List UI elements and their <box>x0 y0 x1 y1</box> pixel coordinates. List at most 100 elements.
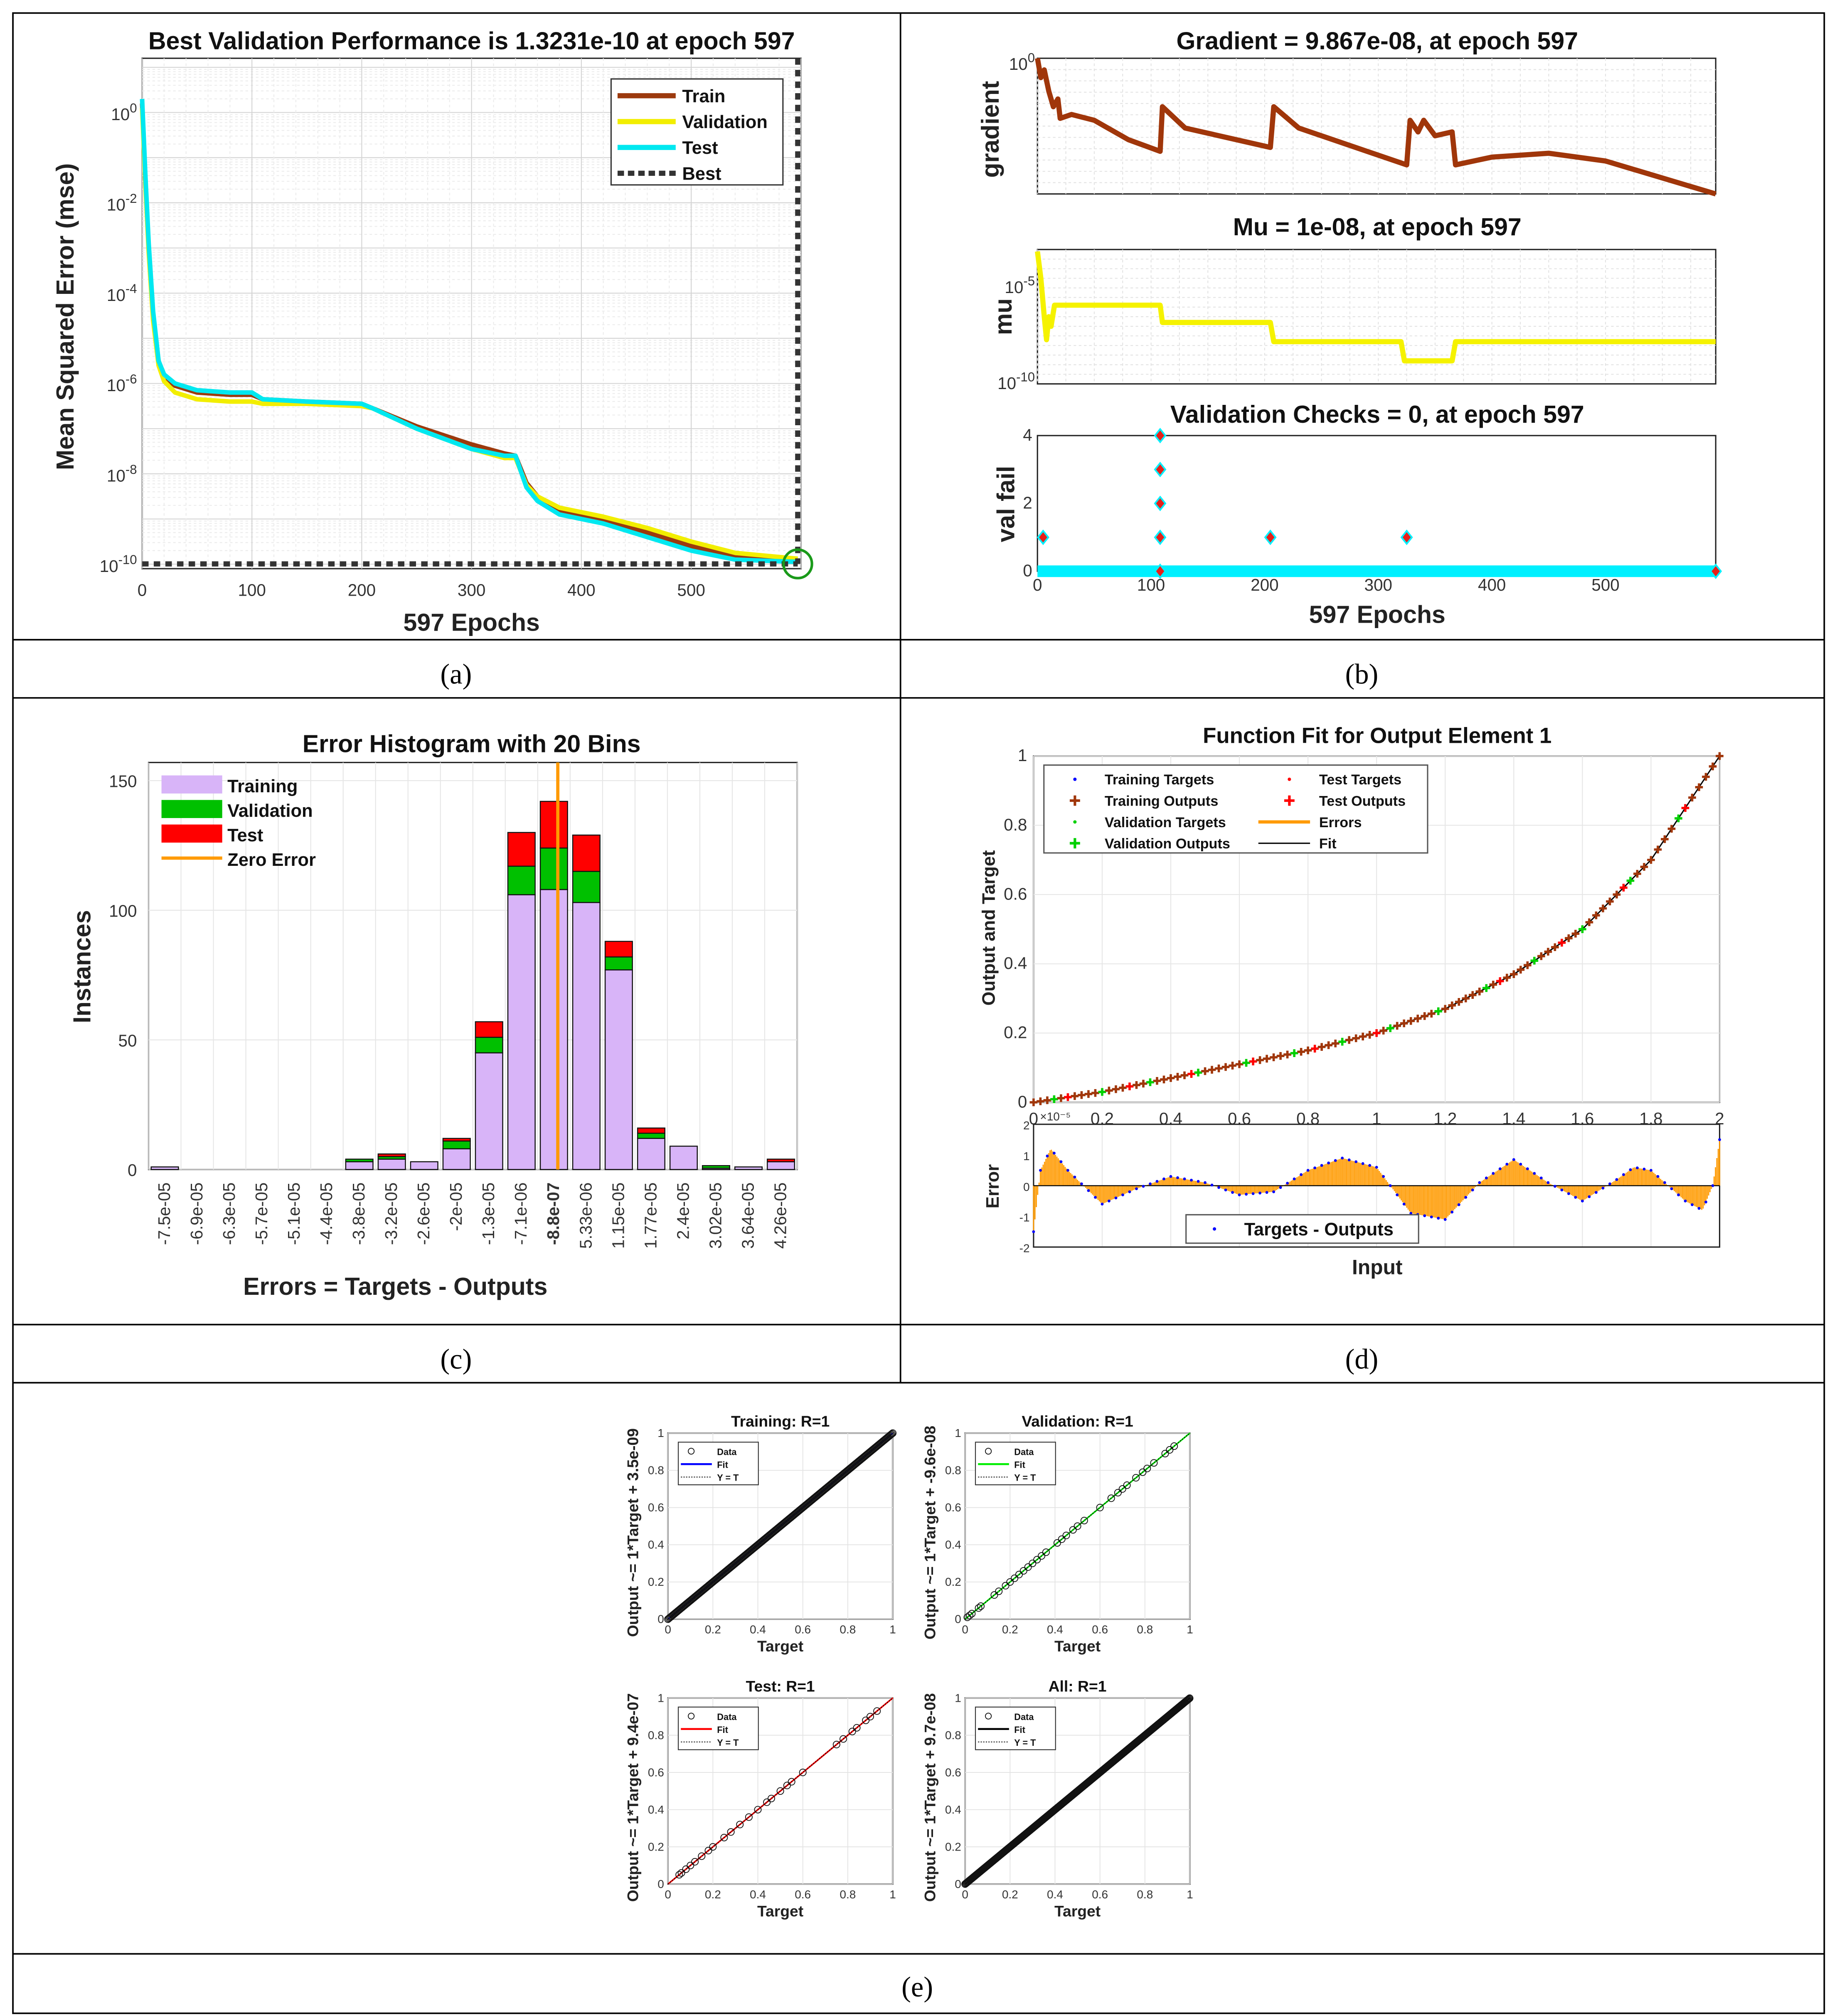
data-point <box>1069 1526 1077 1534</box>
output-marker <box>1290 1049 1298 1057</box>
data-point <box>995 1587 1003 1595</box>
histogram-bar-training <box>572 902 601 1170</box>
histogram-bar-training <box>475 1052 503 1170</box>
output-marker <box>1037 1097 1044 1105</box>
data-point <box>1096 1503 1104 1511</box>
error-point <box>1546 1181 1550 1184</box>
y-tick-label: 50 <box>118 1031 137 1050</box>
output-marker <box>1407 1017 1415 1025</box>
mu-plot-area <box>1037 249 1716 385</box>
output-marker <box>1215 1064 1223 1072</box>
y-tick-label: 0.6 <box>945 1501 961 1514</box>
error-point <box>1108 1199 1111 1203</box>
y-tick-label: 10-8 <box>107 462 137 486</box>
output-marker <box>1578 925 1586 933</box>
x-axis-label: Target <box>1054 1902 1101 1920</box>
data-point <box>1185 1695 1193 1703</box>
data-point <box>763 1798 771 1806</box>
y-tick-label: 10-4 <box>107 281 137 305</box>
x-tick-label: -2e-05 <box>446 1183 465 1231</box>
y-tick-label: 0 <box>955 1613 961 1626</box>
error-point <box>1457 1203 1460 1206</box>
output-marker <box>1331 1039 1340 1047</box>
error-point <box>1375 1166 1378 1169</box>
output-marker <box>1105 1087 1113 1094</box>
output-marker <box>1592 911 1600 919</box>
legend-label: Data <box>717 1712 737 1722</box>
histogram-bar-training <box>766 1161 795 1170</box>
data-point <box>1161 1449 1169 1457</box>
histogram-bar-training <box>345 1161 374 1170</box>
output-marker <box>1263 1055 1271 1063</box>
y-tick-label: 0.8 <box>945 1729 961 1742</box>
error-point <box>1155 1180 1159 1183</box>
x-tick-label: 0.8 <box>840 1623 856 1636</box>
x-tick-label: 0.2 <box>1002 1623 1018 1636</box>
error-point <box>1642 1168 1646 1171</box>
data-point <box>1029 1560 1037 1567</box>
x-tick-label: 0 <box>665 1888 671 1901</box>
y-tick-label: 0 <box>128 1161 137 1180</box>
data-point <box>1170 1442 1178 1450</box>
x-axis-label: Errors = Targets - Outputs <box>243 1273 547 1300</box>
output-marker <box>1359 1033 1367 1040</box>
y-tick-label: -2 <box>1019 1242 1030 1255</box>
error-point <box>1396 1193 1399 1197</box>
x-tick-label: 0.6 <box>795 1888 811 1901</box>
x-tick-label: 500 <box>677 580 705 599</box>
val-fail-y-label: val fail <box>992 466 1019 542</box>
output-marker <box>1270 1053 1278 1061</box>
output-marker <box>1146 1078 1154 1086</box>
data-point <box>977 1602 985 1610</box>
output-marker <box>1530 956 1539 965</box>
error-point <box>1704 1200 1707 1204</box>
data-point <box>848 1728 856 1735</box>
output-marker <box>1084 1090 1093 1098</box>
output-marker <box>1276 1052 1285 1060</box>
series-line-test <box>140 99 798 564</box>
x-tick-label: 1 <box>1187 1623 1193 1636</box>
x-tick-label: -5.1e-05 <box>284 1183 303 1245</box>
training-state-chart: Gradient = 9.867e-08, at epoch 597 gradi… <box>977 27 1722 628</box>
error-point <box>1313 1166 1317 1170</box>
caption-e: (e) <box>901 1971 933 2003</box>
legend-label: Test <box>682 138 718 158</box>
data-point <box>675 1871 683 1879</box>
x-tick-label: 2.4e-05 <box>673 1183 692 1240</box>
y-tick-label: 0.4 <box>945 1538 961 1551</box>
error-point <box>1505 1163 1509 1166</box>
x-axis-label: Target <box>757 1637 803 1655</box>
chart-title: Error Histogram with 20 Bins <box>303 730 641 757</box>
data-point <box>754 1806 762 1814</box>
val-fail-plot-area <box>1037 435 1716 572</box>
data-point <box>1150 1459 1158 1467</box>
data-point <box>1019 1567 1027 1575</box>
y-tick-label: 0 <box>1023 1181 1030 1193</box>
output-marker <box>1571 929 1580 938</box>
data-point <box>1080 1517 1088 1525</box>
mu-line <box>1035 251 1716 364</box>
error-point <box>1588 1195 1591 1198</box>
output-marker <box>1112 1085 1120 1093</box>
output-marker <box>1393 1022 1401 1030</box>
output-marker <box>1441 1005 1449 1013</box>
output-marker <box>1524 961 1532 969</box>
output-marker <box>1064 1093 1072 1101</box>
output-marker <box>1187 1070 1195 1078</box>
error-point <box>1300 1173 1303 1176</box>
y-tick-label: 0.2 <box>945 1840 961 1853</box>
data-point <box>1166 1446 1174 1454</box>
output-marker <box>1489 981 1497 988</box>
data-point <box>1184 1696 1192 1704</box>
data-point <box>677 1869 685 1877</box>
error-point <box>1443 1218 1447 1221</box>
chart-title: Best Validation Performance is 1.3231e-1… <box>148 27 795 54</box>
output-marker <box>1133 1081 1140 1089</box>
x-tick-label: 3.02e-05 <box>706 1183 725 1249</box>
error-point <box>1437 1217 1440 1220</box>
y-tick-label: 0.4 <box>648 1538 664 1551</box>
x-tick-label: 0.6 <box>1092 1888 1108 1901</box>
error-point <box>1190 1178 1193 1182</box>
output-marker <box>1702 773 1710 781</box>
y-axis-label: Output and Target <box>979 850 999 1006</box>
